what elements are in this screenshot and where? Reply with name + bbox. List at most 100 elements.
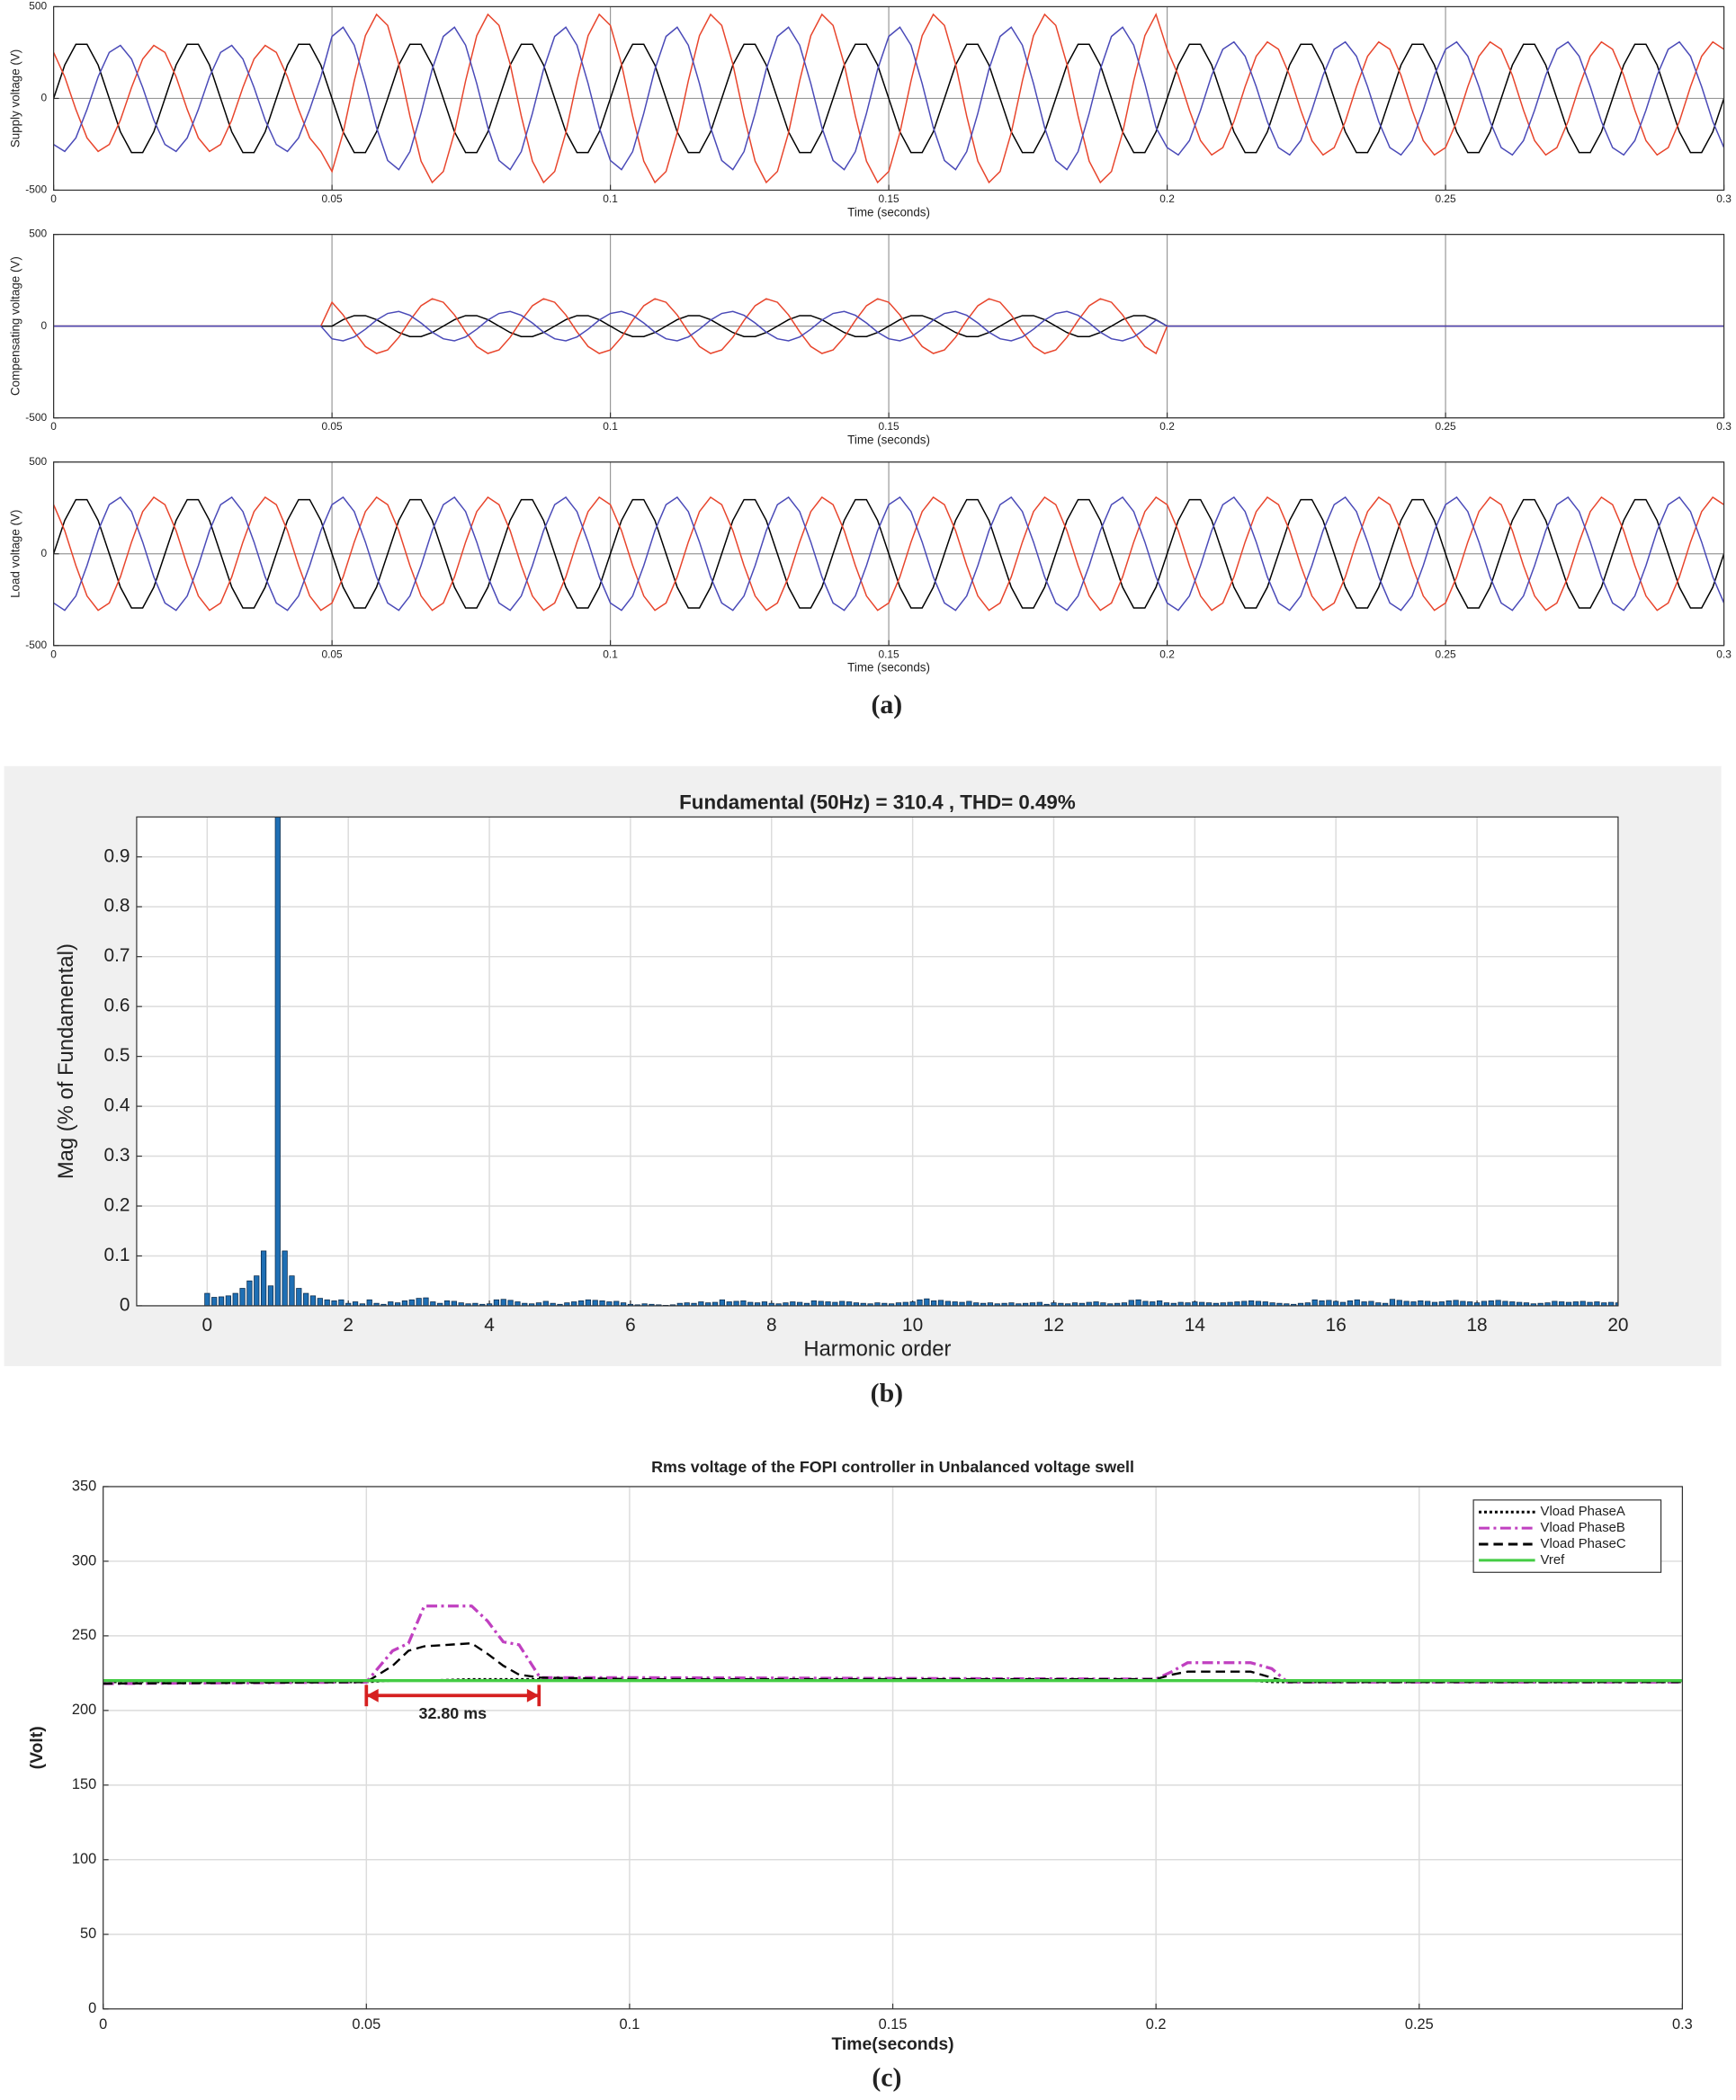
y-tick-label: 200 — [72, 1702, 96, 1718]
bar — [952, 1301, 958, 1306]
series-line — [103, 1604, 1683, 1685]
bar — [1051, 1302, 1057, 1306]
bar — [1431, 1301, 1438, 1306]
bar — [1445, 1300, 1452, 1306]
y-tick-label: 0.5 — [104, 1045, 130, 1066]
bar — [881, 1302, 888, 1306]
x-tick-label: 2 — [343, 1315, 353, 1336]
bar — [825, 1301, 831, 1306]
bar — [1495, 1300, 1501, 1306]
x-tick-label: 0.1 — [603, 192, 618, 205]
bar — [443, 1300, 451, 1306]
bar — [740, 1300, 747, 1306]
x-tick-label: 0.3 — [1672, 2016, 1693, 2033]
x-tick-label: 0.15 — [878, 192, 899, 205]
x-tick-label: 0 — [50, 420, 57, 433]
x-tick-label: 0.25 — [1405, 2016, 1434, 2033]
bar — [1544, 1302, 1551, 1306]
bar — [1058, 1302, 1064, 1306]
bar — [1333, 1300, 1339, 1306]
bar — [1100, 1302, 1106, 1306]
bar — [1425, 1300, 1431, 1306]
bar — [902, 1301, 908, 1306]
bar — [1241, 1300, 1248, 1306]
x-tick-label: 0.25 — [1435, 420, 1456, 433]
bar — [1354, 1299, 1360, 1306]
bar — [218, 1296, 225, 1306]
y-tick-label: 500 — [29, 455, 47, 468]
bar — [1276, 1302, 1283, 1306]
bar — [1121, 1302, 1128, 1306]
bar — [1255, 1300, 1262, 1306]
bar — [761, 1301, 768, 1306]
x-tick-label: 0.1 — [603, 648, 618, 660]
bar — [754, 1302, 761, 1306]
bar — [973, 1302, 980, 1306]
bar — [1227, 1301, 1233, 1306]
x-tick-label: 0 — [50, 192, 57, 205]
x-axis-label: Time(seconds) — [831, 2034, 953, 2054]
marks — [103, 1604, 1683, 1685]
bar — [684, 1302, 690, 1306]
y-tick-label: 500 — [29, 228, 47, 240]
series-line — [53, 496, 1724, 612]
bar — [254, 1275, 260, 1306]
x-tick-label: 4 — [484, 1315, 495, 1336]
bar — [797, 1301, 803, 1306]
bar — [204, 1292, 210, 1306]
y-tick-label: 0 — [120, 1294, 130, 1315]
y-tick-label: 100 — [72, 1851, 96, 1867]
marks — [53, 13, 1724, 184]
x-tick-label: 0.2 — [1159, 192, 1175, 205]
x-tick-label: 0.3 — [1716, 648, 1732, 660]
bar — [451, 1300, 457, 1306]
bar — [1572, 1301, 1579, 1306]
caption: (c) — [872, 2062, 901, 2092]
series-line — [53, 13, 1724, 184]
bar — [352, 1301, 359, 1306]
x-tick-label: 12 — [1043, 1315, 1064, 1336]
x-tick-label: 0.25 — [1435, 648, 1456, 660]
x-tick-label: 0.15 — [878, 420, 899, 433]
bar — [691, 1302, 697, 1306]
bar — [613, 1300, 620, 1306]
series-line — [53, 496, 1724, 612]
bar — [860, 1302, 866, 1306]
bar — [783, 1302, 789, 1306]
bar — [1389, 1299, 1396, 1306]
bar — [1036, 1301, 1042, 1306]
x-tick-label: 0.1 — [603, 420, 618, 433]
x-axis-label: Time (seconds) — [847, 205, 930, 219]
x-tick-label: 0.25 — [1435, 192, 1456, 205]
x-tick-label: 14 — [1185, 1315, 1205, 1336]
y-axis-label: Compensating voltage (V) — [8, 256, 22, 396]
bar — [733, 1300, 739, 1306]
bar — [1262, 1301, 1268, 1306]
bar — [1488, 1300, 1494, 1306]
bar — [1403, 1300, 1409, 1306]
bar — [606, 1301, 613, 1306]
x-tick-label: 0 — [99, 2016, 107, 2033]
y-axis-label: Mag (% of Fundamental) — [54, 943, 78, 1179]
bar — [458, 1302, 464, 1306]
y-tick-label: 50 — [80, 1926, 96, 1942]
bar — [289, 1275, 295, 1306]
bar — [571, 1301, 577, 1306]
y-tick-label: 0.6 — [104, 996, 130, 1016]
x-tick-label: 0.15 — [878, 648, 899, 660]
bar — [1396, 1300, 1402, 1306]
plot-area — [136, 817, 1618, 1306]
x-tick-label: 0 — [50, 648, 57, 660]
legend-label: Vload PhaseC — [1541, 1537, 1626, 1551]
bar — [437, 1302, 443, 1306]
bar — [1269, 1302, 1275, 1306]
x-axis-label: Harmonic order — [803, 1336, 951, 1361]
axes-frame — [52, 461, 1725, 647]
x-tick-label: 20 — [1607, 1315, 1628, 1336]
bar — [1150, 1301, 1156, 1306]
bar — [1248, 1300, 1255, 1306]
bar — [324, 1299, 330, 1306]
x-tick-label: 0.3 — [1716, 192, 1732, 205]
bar — [1523, 1302, 1530, 1306]
bar — [1192, 1301, 1198, 1306]
